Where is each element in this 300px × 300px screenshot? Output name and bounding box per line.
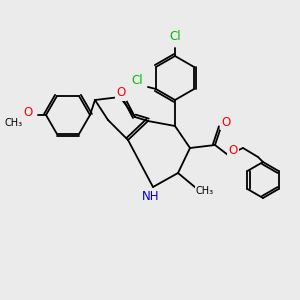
- Text: O: O: [228, 143, 238, 157]
- Text: Cl: Cl: [169, 31, 181, 44]
- Text: O: O: [221, 116, 231, 128]
- Text: Cl: Cl: [131, 74, 143, 88]
- Text: O: O: [23, 106, 33, 119]
- Text: CH₃: CH₃: [5, 118, 23, 128]
- Text: NH: NH: [142, 190, 160, 202]
- Text: O: O: [116, 86, 126, 100]
- Text: CH₃: CH₃: [196, 186, 214, 196]
